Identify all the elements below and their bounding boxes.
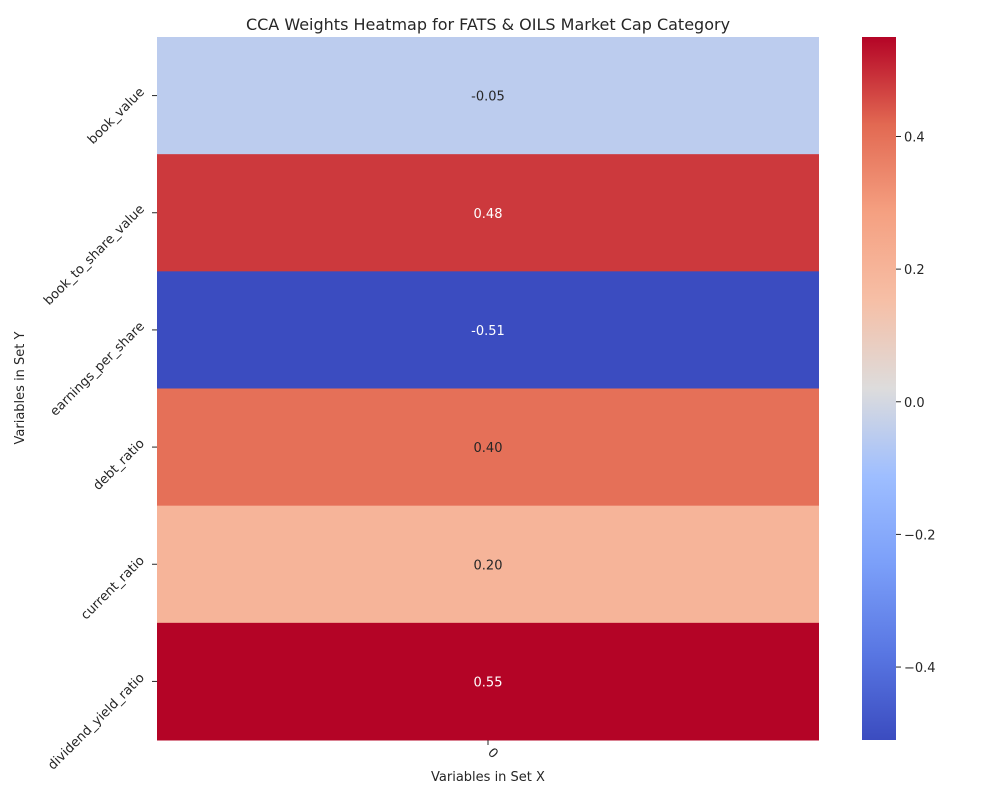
y-tick-label: book_value [85,85,148,148]
colorbar-tick-label: −0.2 [904,528,936,543]
x-tick-label: 0 [484,745,500,761]
colorbar-tick-label: 0.2 [904,263,925,278]
colorbar [862,37,896,740]
y-axis-label: Variables in Set Y [13,331,28,444]
cell-value-label: 0.55 [474,675,503,690]
cell-value-label: 0.40 [474,441,503,456]
cell-value-label: 0.48 [474,207,503,222]
y-axis: book_value book_to_share_valueearnings_pe… [41,85,157,773]
colorbar-tick-label: 0.4 [904,130,925,145]
heatmap-cell [157,505,819,624]
heatmap-cell [157,622,819,741]
colorbar-tick-label: 0.0 [904,396,925,411]
heatmap-cell [157,154,819,272]
y-tick-label: earnings_per_share [48,319,148,419]
heatmap-cells [157,37,819,741]
y-tick-label: book_to_share_value [41,202,148,309]
heatmap-cell [157,388,819,507]
cell-value-label: -0.51 [471,324,505,339]
x-axis-label: Variables in Set X [431,770,545,785]
heatmap-cell-labels: -0.05 0.48 -0.51 0.40 0.20 0.55 [471,90,505,691]
y-tick-label: debt_ratio [90,436,147,493]
cell-value-label: 0.20 [474,558,503,573]
colorbar-tick-label: −0.4 [904,661,936,676]
heatmap-cell [157,271,819,389]
colorbar-ticks: −0.4 −0.2 0.0 0.2 0.4 [896,130,936,676]
y-tick-label: dividend_yield_ratio [45,671,148,774]
x-axis: 0 [484,740,501,762]
chart-title: CCA Weights Heatmap for FATS & OILS Mark… [246,15,730,34]
cell-value-label: -0.05 [471,90,505,105]
y-tick-label: current_ratio [78,553,148,623]
heatmap-cell [157,37,819,155]
